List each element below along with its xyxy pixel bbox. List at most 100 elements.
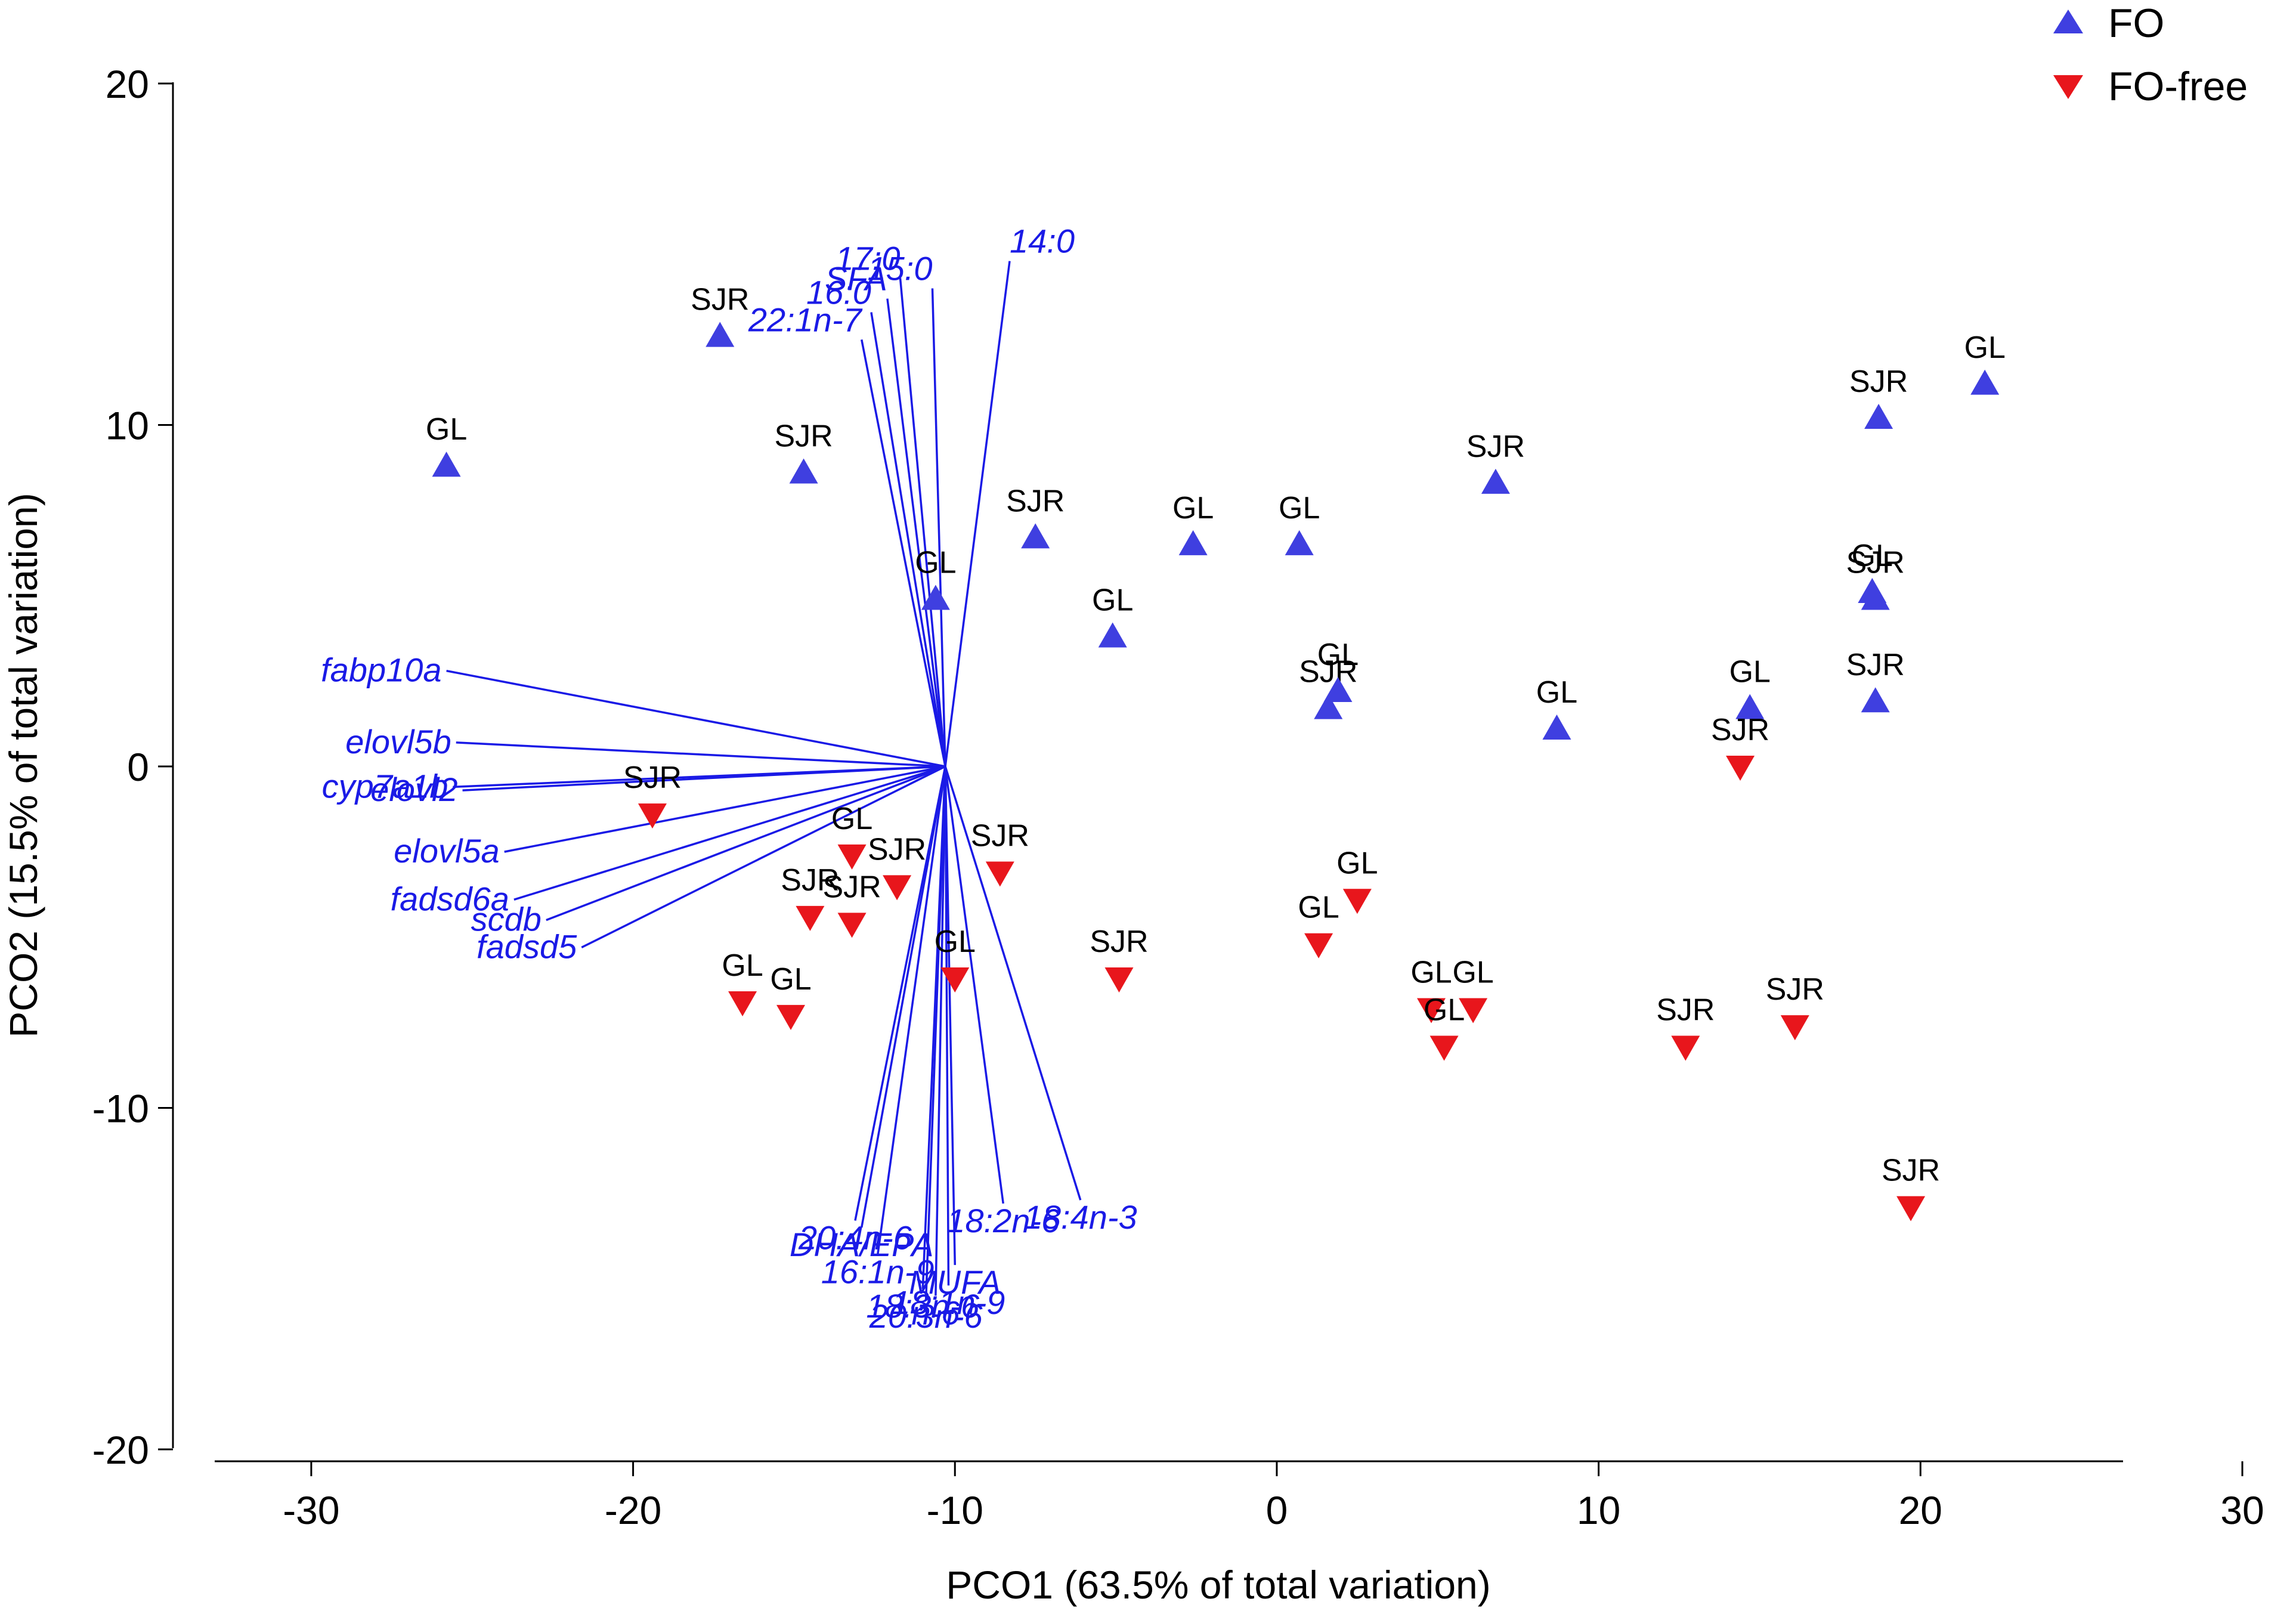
- vector-line: [944, 766, 957, 1265]
- vector-line: [513, 765, 946, 901]
- point-label: GL: [1317, 638, 1359, 672]
- vector-line: [944, 766, 950, 1286]
- x-tick-label: 30: [2220, 1488, 2264, 1532]
- vector-line: [877, 766, 946, 1255]
- point-label: GL: [1852, 539, 1893, 573]
- vector-label: n-6: [911, 1294, 960, 1331]
- fo-free-marker: [1726, 756, 1755, 781]
- vector-line: [944, 261, 1011, 767]
- fo-marker: [921, 585, 950, 610]
- point-label: SJR: [781, 863, 839, 898]
- fo-free-marker: [796, 905, 825, 931]
- vector-label: 14:0: [1010, 222, 1075, 260]
- vector-line: [944, 766, 1004, 1204]
- point-label: SJR: [1299, 655, 1357, 689]
- point-label: SJR: [1882, 1154, 1940, 1188]
- vector-line: [456, 741, 946, 768]
- point-label: SJR: [1766, 972, 1824, 1007]
- point-label: GL: [426, 412, 467, 447]
- fo-marker: [1285, 530, 1314, 555]
- point-label: SJR: [1846, 545, 1905, 580]
- point-label: GL: [1536, 675, 1577, 710]
- fo-marker: [1481, 468, 1510, 494]
- point-label: SJR: [868, 832, 926, 867]
- vector-line: [546, 765, 946, 922]
- point-label: SJR: [1656, 992, 1715, 1027]
- point-label: GL: [722, 948, 763, 983]
- x-ticks: -30 -20 -10 0 10 20 30: [283, 1461, 2264, 1532]
- fo-free-marker: [837, 913, 867, 938]
- fo-free-marker: [1459, 998, 1488, 1024]
- vector-label: 18:4n-3: [1024, 1198, 1137, 1236]
- point-label: SJR: [1006, 484, 1065, 518]
- fo-marker: [705, 321, 735, 347]
- point-label: GL: [1410, 955, 1452, 990]
- fo-marker: [1970, 369, 2000, 395]
- x-tick-label: 20: [1899, 1488, 1942, 1532]
- vector-line: [504, 765, 946, 853]
- vector-label: fadsd5: [476, 927, 577, 965]
- point-label: SJR: [774, 419, 833, 454]
- fo-marker: [432, 452, 461, 477]
- point-label: SJR: [822, 870, 881, 904]
- x-tick-label: 10: [1577, 1488, 1620, 1532]
- y-tick-label: 10: [106, 404, 149, 448]
- x-tick-label: -20: [605, 1488, 661, 1532]
- fo-free-marker: [1304, 933, 1333, 958]
- vector-label: MUFA: [909, 1263, 1001, 1301]
- vector-line: [931, 288, 946, 767]
- point-label: SJR: [623, 760, 682, 795]
- point-label: SJR: [1090, 924, 1148, 959]
- vector-line: [854, 766, 946, 1221]
- fo-free-marker: [1896, 1196, 1926, 1222]
- fo-free-marker: [1104, 967, 1134, 992]
- fo-free-marker: [776, 1004, 806, 1030]
- vector-label: fabp10a: [321, 651, 441, 689]
- legend-fo-free-label: FO-free: [2108, 64, 2248, 109]
- point-label: GL: [1452, 955, 1493, 990]
- vector-label: scdb: [471, 901, 541, 938]
- x-tick-label: 0: [1266, 1488, 1288, 1532]
- fo-free-marker: [985, 861, 1014, 887]
- point-label: GL: [1092, 583, 1133, 617]
- fo-marker: [1021, 523, 1050, 549]
- x-tick-label: -30: [283, 1488, 339, 1532]
- y-tick-label: -20: [92, 1428, 149, 1472]
- vector-line: [870, 312, 946, 767]
- fo-marker: [1735, 694, 1765, 719]
- point-label: GL: [935, 924, 976, 959]
- fo-marker: [1178, 530, 1208, 555]
- point-label: GL: [1172, 491, 1214, 525]
- vector-line: [446, 669, 946, 768]
- vector-label: 20:4n-6: [798, 1219, 912, 1256]
- vector-label: 16:1n-9: [821, 1253, 935, 1291]
- vector-overlay: 14:015:017:0SFA16:022:1n-7fabp10aelovl5b…: [321, 222, 1137, 1335]
- vector-line: [935, 766, 946, 1296]
- vector-label: DHA/EPA: [790, 1226, 934, 1263]
- vector-label: 18:1n-9: [892, 1284, 1005, 1321]
- point-label: SJR: [1849, 364, 1908, 399]
- vector-line: [453, 765, 946, 789]
- fo-marker: [1323, 677, 1353, 703]
- y-tick-label: 20: [106, 62, 149, 106]
- point-label: SJR: [691, 283, 749, 317]
- fo-marker: [1098, 622, 1127, 648]
- point-label: GL: [1298, 890, 1339, 925]
- vector-line: [886, 298, 946, 767]
- fo-free-marker: [1671, 1035, 1700, 1061]
- vector-label: elovl5a: [394, 832, 499, 870]
- fo-free-marker: [1417, 998, 1446, 1024]
- vector-line: [861, 339, 946, 767]
- x-axis-title: PCO1 (63.5% of total variation): [946, 1563, 1490, 1607]
- vector-line: [581, 765, 946, 948]
- fo-free-marker: [883, 875, 912, 901]
- fo-marker: [1861, 585, 1890, 610]
- point-label: GL: [770, 962, 811, 997]
- fo-free-marker: [1780, 1015, 1809, 1041]
- vector-label: SFA: [825, 260, 887, 298]
- vector-label: 16:0: [806, 274, 871, 311]
- point-label: GL: [1279, 491, 1320, 525]
- vector-label: 22:1n-7: [748, 301, 863, 338]
- x-tick-label: -10: [927, 1488, 983, 1532]
